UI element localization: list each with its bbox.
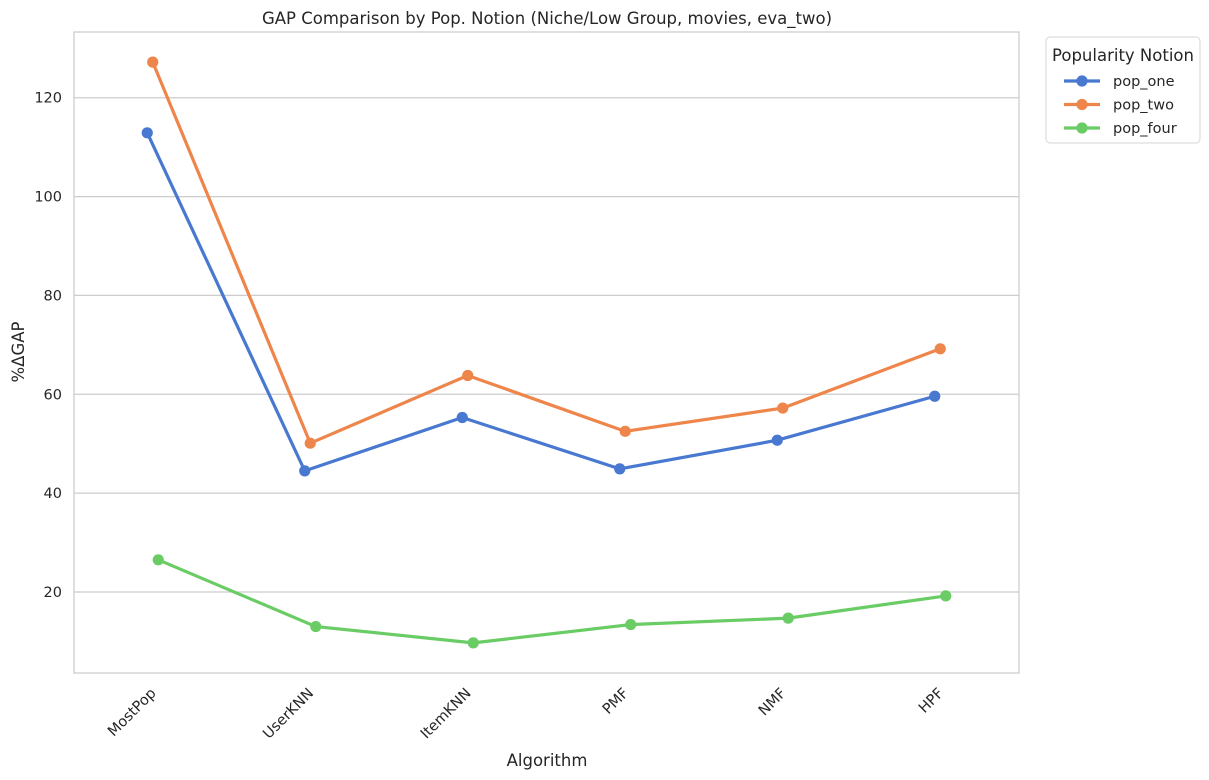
data-point <box>771 434 783 446</box>
y-tick-label: 60 <box>44 387 62 403</box>
series-line <box>145 132 936 473</box>
data-point <box>304 437 316 449</box>
y-tick-label: 100 <box>34 190 62 206</box>
data-point <box>614 463 626 475</box>
y-tick-label: 40 <box>44 486 62 502</box>
plot-frame <box>73 31 1020 674</box>
legend-title: Popularity Notion <box>1052 46 1194 65</box>
y-axis-ticks: 20 40 60 80 100 120 <box>34 91 62 601</box>
data-point <box>625 618 637 631</box>
data-point <box>310 620 322 633</box>
legend-label: pop_two <box>1113 98 1174 114</box>
data-point <box>777 402 789 414</box>
y-tick-label: 20 <box>44 585 62 601</box>
legend-marker <box>1076 75 1088 87</box>
series-pop_one <box>141 127 941 477</box>
legend-marker <box>1076 122 1088 134</box>
y-axis-label: %ΔGAP <box>9 321 28 382</box>
legend-label: pop_four <box>1113 121 1177 137</box>
series-line <box>151 61 941 445</box>
gridlines <box>74 97 1019 593</box>
data-point <box>467 637 479 649</box>
legend-label: pop_one <box>1113 74 1175 90</box>
data-point <box>152 554 164 566</box>
y-tick-label: 80 <box>44 288 62 304</box>
series-pop_two <box>147 56 946 449</box>
data-point <box>462 369 474 382</box>
data-point <box>782 612 794 624</box>
chart-title: GAP Comparison by Pop. Notion (Niche/Low… <box>262 9 832 29</box>
y-tick-label: 120 <box>34 91 62 107</box>
data-point <box>141 127 153 139</box>
x-axis-label: Algorithm <box>507 751 588 770</box>
data-point <box>940 590 952 602</box>
data-point <box>299 465 311 477</box>
data-point <box>147 56 159 68</box>
legend-box <box>1045 36 1201 144</box>
legend-marker <box>1076 98 1088 111</box>
legend: Popularity Notion pop_one pop_two pop_four <box>1045 36 1201 144</box>
data-point <box>929 390 941 402</box>
data-point <box>456 411 468 424</box>
series-group <box>141 56 952 649</box>
data-point <box>619 425 631 437</box>
data-point <box>934 343 946 355</box>
series-line <box>157 558 946 645</box>
series-pop_four <box>152 554 952 649</box>
